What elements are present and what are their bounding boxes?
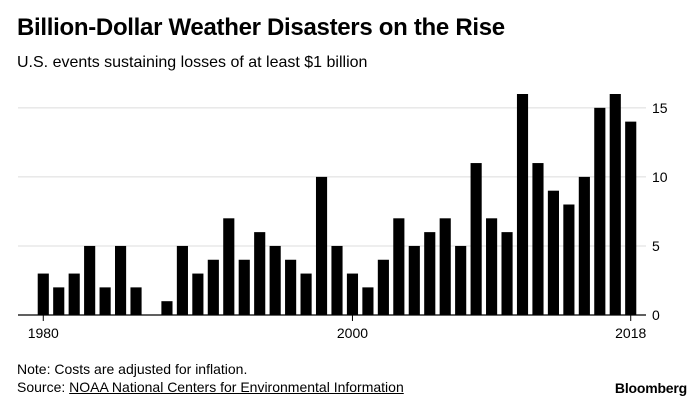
bar: [300, 273, 312, 315]
bar: [176, 245, 188, 315]
bar: [269, 245, 281, 315]
bar: [377, 259, 389, 315]
bar: [516, 94, 529, 315]
chart-note: Note: Costs are adjusted for inflation.: [17, 361, 248, 377]
bar: [346, 273, 359, 315]
y-tick-label: 10: [652, 169, 668, 185]
bar: [238, 259, 250, 315]
bar: [115, 245, 127, 315]
bar: [285, 259, 297, 315]
bar: [53, 287, 65, 315]
x-tick-label: 2000: [337, 325, 368, 341]
bar: [609, 94, 621, 315]
bar: [578, 176, 590, 315]
bar: [84, 245, 96, 315]
chart-source: Source: NOAA National Centers for Enviro…: [17, 379, 404, 395]
bar: [331, 245, 343, 315]
bar: [594, 107, 606, 315]
bar: [439, 218, 451, 315]
bloomberg-logo: Bloomberg: [614, 380, 687, 396]
axes: 0 5 10 15 1980 2000 2018: [18, 100, 668, 341]
bar: [207, 259, 219, 315]
bar: [68, 273, 80, 315]
bar: [37, 273, 49, 315]
bar: [99, 287, 111, 315]
chart-subtitle: U.S. events sustaining losses of at leas…: [17, 54, 368, 71]
bar: [130, 287, 142, 315]
y-tick-label: 15: [652, 100, 668, 116]
bar: [315, 176, 328, 315]
bar: [161, 301, 173, 315]
bar: [547, 190, 559, 315]
bar: [486, 218, 498, 315]
source-prefix: Source:: [17, 379, 70, 395]
bar: [501, 232, 513, 315]
chart-title: Billion-Dollar Weather Disasters on the …: [17, 14, 505, 41]
bar: [408, 245, 420, 315]
bar: [563, 204, 575, 315]
bar: [192, 273, 204, 315]
bar: [424, 232, 436, 315]
source-link[interactable]: NOAA National Centers for Environmental …: [69, 379, 404, 395]
bar: [470, 163, 482, 315]
bar: [393, 218, 405, 315]
bar: [254, 232, 266, 315]
x-tick-label: 2018: [615, 325, 646, 341]
y-tick-label: 5: [652, 238, 660, 254]
bar: [532, 163, 544, 315]
bar-chart: 0 5 10 15 1980 2000 2018: [18, 94, 668, 341]
bars: [37, 94, 637, 315]
bar: [625, 121, 637, 315]
x-tick-label: 1980: [28, 325, 59, 341]
y-tick-label: 0: [652, 307, 660, 323]
bar: [362, 287, 374, 315]
bar: [223, 218, 235, 315]
bar: [455, 245, 467, 315]
